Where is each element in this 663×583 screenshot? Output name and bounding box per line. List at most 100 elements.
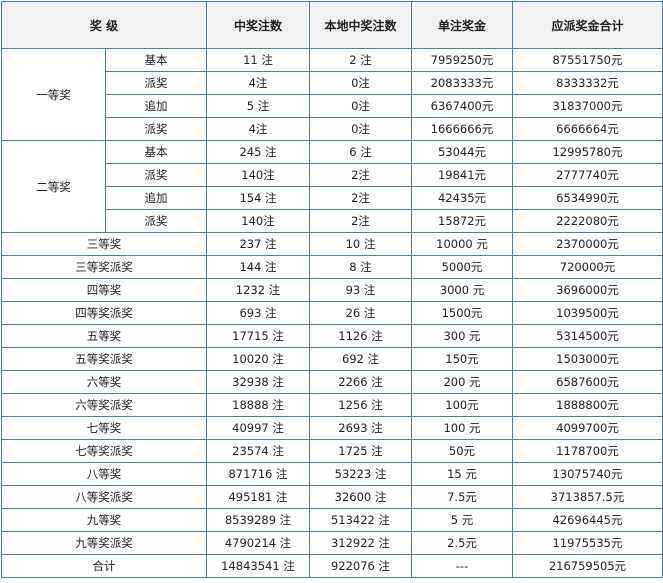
total-prize: 1178700元	[512, 439, 663, 463]
header-cell: 应派奖金合计	[512, 1, 663, 49]
local-winners: 1256 注	[309, 393, 412, 417]
local-winners: 0注	[309, 94, 412, 118]
total-prize: 2777740元	[512, 163, 663, 187]
table-row: 四等奖派奖 693 注 26 注 1500元 1039500元	[1, 301, 663, 325]
total-prize: 2370000元	[512, 232, 663, 256]
winners: 4注	[206, 117, 310, 141]
table-row: 合计 14843541 注 922076 注 --- 216759505元	[1, 554, 663, 578]
unit-prize: 2083333元	[411, 71, 513, 95]
sub-level: 基本	[105, 140, 207, 164]
total-prize: 1039500元	[512, 301, 663, 325]
winners: 144 注	[206, 255, 310, 279]
winners: 693 注	[206, 301, 310, 325]
winners: 154 注	[206, 186, 310, 210]
total-prize: 31837000元	[512, 94, 663, 118]
local-winners: 2注	[309, 209, 412, 233]
winners: 10020 注	[206, 347, 310, 371]
unit-prize: 42435元	[411, 186, 513, 210]
local-winners: 513422 注	[309, 508, 412, 532]
local-winners: 32600 注	[309, 485, 412, 509]
total-prize: 11975535元	[512, 531, 663, 555]
unit-prize: 19841元	[411, 163, 513, 187]
winners: 5 注	[206, 94, 310, 118]
sub-level: 派奖	[105, 209, 207, 233]
local-winners: 2 注	[309, 48, 412, 72]
table-row: 派奖 4注 0注 1666666元 6666664元	[2, 117, 663, 141]
winners: 8539289 注	[206, 508, 310, 532]
local-winners: 10 注	[309, 232, 412, 256]
prize-level: 三等奖派奖	[1, 255, 207, 279]
winners: 871716 注	[206, 462, 310, 486]
local-winners: 2266 注	[309, 370, 412, 394]
winners: 23574 注	[206, 439, 310, 463]
unit-prize: 100 元	[411, 416, 513, 440]
total-prize: 8333332元	[512, 71, 663, 95]
sub-level: 派奖	[105, 163, 207, 187]
local-winners: 6 注	[309, 140, 412, 164]
sub-level: 基本	[105, 48, 207, 72]
total-prize: 2222080元	[512, 209, 663, 233]
table-row: 七等奖派奖 23574 注 1725 注 50元 1178700元	[1, 439, 663, 463]
total-prize: 3696000元	[512, 278, 663, 302]
unit-prize: 15872元	[411, 209, 513, 233]
prize-level: 四等奖	[1, 278, 207, 302]
winners: 140注	[206, 209, 310, 233]
unit-prize: 50元	[411, 439, 513, 463]
unit-prize: 200 元	[411, 370, 513, 394]
winners: 140注	[206, 163, 310, 187]
table-row: 追加 154 注 2注 42435元 6534990元	[2, 186, 663, 210]
table-row: 五等奖 17715 注 1126 注 300 元 5314500元	[1, 324, 663, 348]
total-prize: 1888800元	[512, 393, 663, 417]
unit-prize: 15 元	[411, 462, 513, 486]
unit-prize: 2.5元	[411, 531, 513, 555]
winners: 1232 注	[206, 278, 310, 302]
prize-level: 五等奖派奖	[1, 347, 207, 371]
unit-prize: 300 元	[411, 324, 513, 348]
winners: 32938 注	[206, 370, 310, 394]
winners: 237 注	[206, 232, 310, 256]
local-winners: 2693 注	[309, 416, 412, 440]
prize-level: 四等奖派奖	[1, 301, 207, 325]
unit-prize: 1500元	[411, 301, 513, 325]
unit-prize: 1666666元	[411, 117, 513, 141]
local-winners: 8 注	[309, 255, 412, 279]
total-prize: 6666664元	[512, 117, 663, 141]
prize-level: 九等奖派奖	[1, 531, 207, 555]
unit-prize: 5 元	[411, 508, 513, 532]
winners: 245 注	[206, 140, 310, 164]
winners: 40997 注	[206, 416, 310, 440]
local-winners: 1725 注	[309, 439, 412, 463]
sub-level: 追加	[105, 94, 207, 118]
prize-level: 合计	[1, 554, 207, 578]
unit-prize: 150元	[411, 347, 513, 371]
unit-prize: 10000 元	[411, 232, 513, 256]
total-prize: 4099700元	[512, 416, 663, 440]
total-prize: 720000元	[512, 255, 663, 279]
total-prize: 13075740元	[512, 462, 663, 486]
prize-level: 八等奖派奖	[1, 485, 207, 509]
unit-prize: 7.5元	[411, 485, 513, 509]
total-prize: 3713857.5元	[512, 485, 663, 509]
total-prize: 12995780元	[512, 140, 663, 164]
unit-prize: 6367400元	[411, 94, 513, 118]
total-prize: 1503000元	[512, 347, 663, 371]
table-row: 四等奖 1232 注 93 注 3000 元 3696000元	[1, 278, 663, 302]
local-winners: 93 注	[309, 278, 412, 302]
header-cell: 中奖注数	[206, 1, 310, 49]
group-label: 一等奖	[1, 48, 106, 141]
total-prize: 6534990元	[512, 186, 663, 210]
sub-level: 派奖	[105, 71, 207, 95]
total-prize: 6587600元	[512, 370, 663, 394]
winners: 14843541 注	[206, 554, 310, 578]
prize-level: 九等奖	[1, 508, 207, 532]
winners: 4注	[206, 71, 310, 95]
group-label: 二等奖	[1, 140, 106, 233]
prize-level: 六等奖派奖	[1, 393, 207, 417]
sub-level: 追加	[105, 186, 207, 210]
prize-level: 六等奖	[1, 370, 207, 394]
